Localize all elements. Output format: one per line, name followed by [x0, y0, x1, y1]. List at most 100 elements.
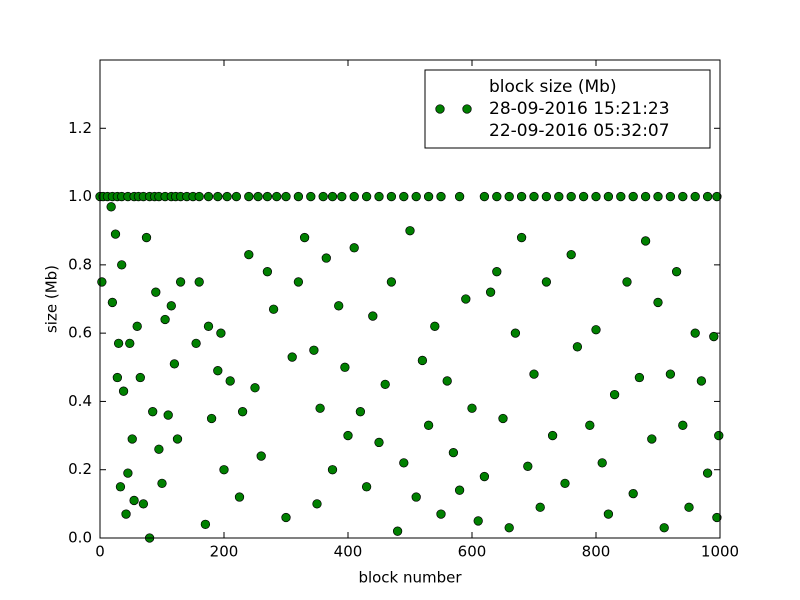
point [237, 407, 248, 417]
point [272, 191, 282, 202]
point [262, 267, 273, 277]
point [169, 359, 180, 369]
x-tick-label: 400 [334, 543, 363, 561]
point [572, 342, 583, 352]
point [194, 191, 204, 202]
point [566, 191, 576, 202]
point [127, 434, 137, 444]
point [653, 297, 663, 308]
point [194, 277, 204, 287]
point [504, 191, 514, 202]
point [591, 325, 601, 335]
point [175, 277, 186, 287]
point [253, 191, 263, 202]
point [399, 458, 409, 468]
legend-label: 22-09-2016 05:32:07 [489, 121, 670, 141]
point [603, 509, 614, 519]
point [123, 468, 133, 478]
x-axis-label: block number [358, 569, 462, 587]
point [166, 301, 176, 311]
point [222, 191, 232, 202]
point [225, 376, 235, 386]
point [203, 191, 214, 202]
point [671, 267, 682, 277]
point [442, 376, 452, 386]
x-tick-label: 1000 [701, 543, 739, 561]
point [110, 229, 121, 239]
point [702, 468, 713, 478]
legend-label: block size (Mb) [489, 77, 617, 97]
legend-marker [462, 104, 472, 114]
point [315, 403, 325, 413]
point [287, 352, 297, 362]
point [578, 191, 589, 202]
point [653, 191, 663, 202]
point [436, 191, 446, 202]
point [423, 191, 434, 202]
point [467, 403, 477, 413]
point [392, 526, 403, 536]
point [510, 328, 521, 338]
point [696, 376, 707, 386]
point [678, 420, 688, 430]
point [479, 471, 490, 482]
point [151, 287, 161, 297]
point [200, 519, 211, 529]
point [160, 314, 170, 325]
point [541, 277, 552, 287]
point [640, 191, 651, 202]
legend-box [424, 69, 711, 149]
point [529, 369, 539, 379]
point [690, 328, 700, 338]
point [321, 253, 331, 263]
point [349, 243, 359, 253]
point [386, 191, 397, 202]
plot-frame [99, 59, 721, 539]
point [157, 478, 167, 489]
point [454, 485, 465, 495]
point [479, 191, 490, 202]
point [554, 191, 564, 202]
point [334, 301, 344, 311]
point [702, 191, 713, 202]
point [374, 191, 384, 202]
point [293, 277, 304, 287]
point [340, 362, 350, 372]
x-tick-label: 800 [582, 543, 611, 561]
point [634, 372, 645, 383]
point [640, 236, 651, 246]
point [386, 277, 397, 287]
point [148, 407, 158, 417]
point [268, 304, 279, 314]
point [399, 191, 409, 202]
point [628, 488, 638, 499]
point [541, 191, 552, 202]
point [135, 372, 145, 383]
point [585, 420, 595, 430]
point [436, 509, 446, 519]
point [523, 461, 533, 471]
point [485, 287, 496, 297]
point [337, 191, 347, 202]
point [312, 499, 322, 509]
point [327, 465, 338, 475]
point [454, 191, 465, 202]
point [191, 338, 201, 349]
point [712, 191, 722, 202]
point [690, 191, 700, 202]
point [293, 191, 304, 202]
point [516, 232, 527, 243]
point [712, 512, 722, 523]
point [154, 444, 164, 454]
point [106, 202, 116, 212]
point [206, 413, 217, 424]
point [423, 420, 434, 430]
point [115, 482, 126, 492]
point [405, 226, 415, 236]
point [374, 437, 384, 448]
point [138, 499, 149, 509]
point [231, 191, 242, 202]
point [714, 430, 724, 441]
point [132, 321, 142, 331]
